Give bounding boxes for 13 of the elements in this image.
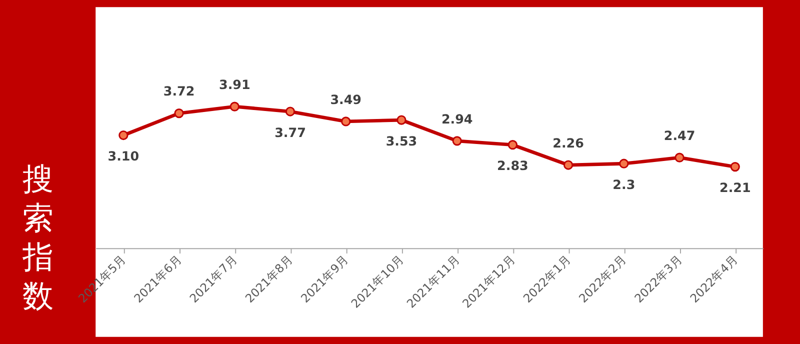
y-axis-title: 搜索指数 bbox=[22, 162, 54, 315]
data-label: 3.53 bbox=[386, 133, 418, 148]
data-label: 3.49 bbox=[330, 92, 362, 107]
data-label: 2.83 bbox=[497, 158, 528, 174]
data-label: 2.21 bbox=[719, 180, 751, 196]
data-label: 2.26 bbox=[552, 135, 584, 150]
data-label: 2.3 bbox=[612, 176, 636, 192]
data-label: 2.47 bbox=[664, 128, 696, 144]
data-label: 3.91 bbox=[219, 77, 250, 92]
data-label: 3.10 bbox=[108, 148, 140, 164]
data-label: 2.94 bbox=[441, 111, 473, 126]
data-label: 3.72 bbox=[163, 84, 195, 99]
data-label: 3.77 bbox=[274, 124, 306, 140]
